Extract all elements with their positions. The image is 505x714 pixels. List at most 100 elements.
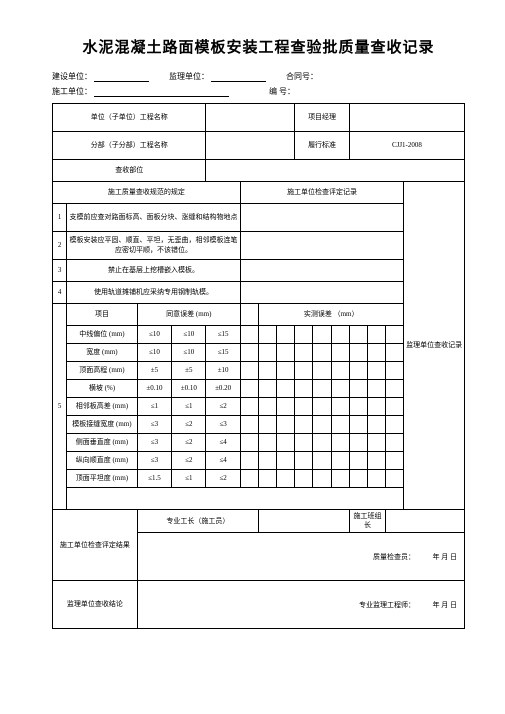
cell: ±0.10: [172, 380, 206, 398]
super-rec-label: 监理单位查收记录: [404, 182, 465, 510]
qc-stamp-label: 质量检查员：: [373, 553, 415, 561]
cell: ≤2: [172, 416, 206, 434]
contract-label: 合同号：: [286, 71, 318, 82]
cell: ≤3: [137, 434, 171, 452]
reg-1: 支模前应查对路面标高、面板分块、涨缝和结构物地点: [67, 204, 241, 232]
cell: ±10: [206, 362, 240, 380]
table-row: 侧面垂直度 (mm) ≤3 ≤2 ≤4: [53, 434, 465, 452]
accept-part-label: 查收部位: [53, 160, 206, 182]
super-unit-blank: [211, 71, 266, 82]
cell: ≤1: [172, 470, 206, 488]
header-line-1: 建设单位： 监理单位： 合同号：: [52, 71, 465, 82]
cell: ≤1: [137, 398, 171, 416]
cell: ≤15: [206, 326, 240, 344]
cell: ≤4: [206, 452, 240, 470]
unit-result-label: 施工单位检查评定结果: [53, 510, 138, 581]
cell: ≤3: [137, 416, 171, 434]
date-label: 年 月 日: [433, 553, 458, 561]
spacer: [240, 304, 258, 326]
table-row: 宽度 (mm) ≤10 ≤10 ≤15: [53, 344, 465, 362]
build-unit-label: 建设单位：: [52, 71, 92, 82]
item-name: 中线偏位 (mm): [67, 326, 138, 344]
date-label-2: 年 月 日: [433, 601, 458, 609]
table-row: 中线偏位 (mm) ≤10 ≤10 ≤15: [53, 326, 465, 344]
teamleader-value: [386, 510, 465, 533]
cell: ≤10: [137, 344, 171, 362]
cell: ≤2: [206, 398, 240, 416]
foreman-value: [258, 510, 349, 533]
reg-4-val: [240, 282, 404, 304]
reg-2: 模板安装应平固、顺直、平坦，无歪曲，相邻模板连笔应密切平顺，不该错位。: [67, 232, 241, 260]
qc-sign-block: 质量检查员： 年 月 日: [137, 533, 464, 581]
cell: ±5: [172, 362, 206, 380]
main-table: 单位（子单位）工程名称 项目经理 分部（子分部）工程名称 履行标准 CJJ1-2…: [52, 103, 465, 629]
reg-2-val: [240, 232, 404, 260]
eng-sign-block: 专业监理工程师： 年 月 日: [137, 581, 464, 629]
cell: ≤3: [137, 452, 171, 470]
reg-idx-4: 4: [53, 282, 67, 304]
reg-idx-1: 1: [53, 204, 67, 232]
cell: ≤2: [172, 434, 206, 452]
item-name: 顶面平坦度 (mm): [67, 470, 138, 488]
table-row: 相邻板高差 (mm) ≤1 ≤1 ≤2: [53, 398, 465, 416]
cell: ≤2: [172, 452, 206, 470]
cell: ≤4: [206, 434, 240, 452]
unit-check-label: 施工单位检查评定记录: [240, 182, 404, 204]
cell: ≤1.5: [137, 470, 171, 488]
page-title: 水泥混凝土路面模板安装工程查验批质量查收记录: [52, 36, 465, 57]
reg-idx-2: 2: [53, 232, 67, 260]
allow-dev-label: 同意误差 (mm): [137, 304, 240, 326]
cell: ≤10: [137, 326, 171, 344]
accept-part-value: [206, 160, 465, 182]
reg-4: 使用轨道摊铺机应采纳专用钢制轨模。: [67, 282, 241, 304]
sub-proj-label: 分部（子分部）工程名称: [53, 132, 206, 160]
std-value: CJJ1-2008: [349, 132, 464, 160]
pm-value: [349, 104, 464, 132]
meas-dev-label: 实测误差 （mm）: [258, 304, 403, 326]
item-name: 顶面高程 (mm): [67, 362, 138, 380]
constr-unit-blank: [94, 86, 229, 97]
cell: ≤2: [206, 470, 240, 488]
spec-rule-label: 施工质量查收规范的规定: [53, 182, 241, 204]
reg-3-val: [240, 260, 404, 282]
constr-unit-label: 施工单位：: [52, 86, 92, 97]
super-unit-label: 监理单位：: [169, 71, 209, 82]
foreman-label: 专业工长（施工员）: [137, 510, 258, 533]
reg-idx-3: 3: [53, 260, 67, 282]
item-name: 相邻板高差 (mm): [67, 398, 138, 416]
table-row: 纵向顺直度 (mm) ≤3 ≤2 ≤4: [53, 452, 465, 470]
sub-proj-value: [206, 132, 295, 160]
std-label: 履行标准: [295, 132, 350, 160]
super-concl-label: 监理单位查收结论: [53, 581, 138, 629]
reg-3: 禁止在基层上挖槽嵌入模板。: [67, 260, 241, 282]
table-row: 模板接缝宽度 (mm) ≤3 ≤2 ≤3: [53, 416, 465, 434]
cell: ≤3: [206, 416, 240, 434]
item-name: 纵向顺直度 (mm): [67, 452, 138, 470]
cell: ≤10: [172, 344, 206, 362]
cell: ±5: [137, 362, 171, 380]
cell: ≤10: [172, 326, 206, 344]
table-row: 横坡 (%) ±0.10 ±0.10 ±0.20: [53, 380, 465, 398]
cell: ±0.20: [206, 380, 240, 398]
cell: ≤15: [206, 344, 240, 362]
header-line-2: 施工单位： 编 号：: [52, 86, 465, 97]
serial-label: 编 号：: [269, 86, 295, 97]
pm-label: 项目经理: [295, 104, 350, 132]
blank-row: [67, 488, 404, 510]
block-idx-5: 5: [53, 304, 67, 510]
table-row: 顶面平坦度 (mm) ≤1.5 ≤1 ≤2: [53, 470, 465, 488]
build-unit-blank: [94, 71, 149, 82]
unit-proj-label: 单位（子单位）工程名称: [53, 104, 206, 132]
teamleader-label: 施工班组长: [349, 510, 385, 533]
cell: ±0.10: [137, 380, 171, 398]
item-name: 侧面垂直度 (mm): [67, 434, 138, 452]
unit-proj-value: [206, 104, 295, 132]
cell: ≤1: [172, 398, 206, 416]
item-name: 宽度 (mm): [67, 344, 138, 362]
reg-1-val: [240, 204, 404, 232]
item-label: 项目: [67, 304, 138, 326]
item-name: 模板接缝宽度 (mm): [67, 416, 138, 434]
item-name: 横坡 (%): [67, 380, 138, 398]
table-row: 顶面高程 (mm) ±5 ±5 ±10: [53, 362, 465, 380]
eng-label: 专业监理工程师：: [359, 601, 415, 609]
